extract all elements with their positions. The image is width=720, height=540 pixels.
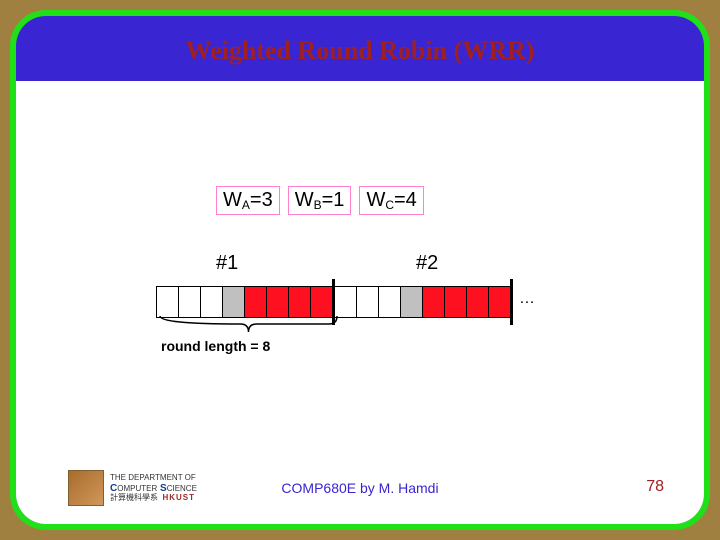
round-separator [510,279,513,325]
footer-page-number: 78 [646,478,664,496]
slide-title: Weighted Round Robin (WRR) [16,36,704,66]
slide: Weighted Round Robin (WRR) WA=3WB=1WC=4 … [16,16,704,524]
footer-course: COMP680E by M. Hamdi [16,480,704,496]
round-label-1: #1 [216,252,238,275]
schedule-cell [356,286,379,318]
schedule-cell [488,286,511,318]
slide-outer-border: Weighted Round Robin (WRR) WA=3WB=1WC=4 … [10,10,710,530]
schedule-cell [400,286,423,318]
weights-row: WA=3 WB=1WC=4 [216,186,424,215]
schedule-cell [422,286,445,318]
weight-box-C: WC=4 [359,186,423,215]
schedule-cell [378,286,401,318]
schedule-cell [444,286,467,318]
brace-icon [156,314,341,336]
weight-box-B: WB=1 [288,186,352,215]
content-band [16,81,704,454]
schedule-cell [466,286,489,318]
ellipsis: … [519,290,535,308]
round-length-label: round length = 8 [161,338,270,354]
brace [156,314,341,341]
round-label-2: #2 [416,252,438,275]
weight-box-A: WA=3 [216,186,280,215]
